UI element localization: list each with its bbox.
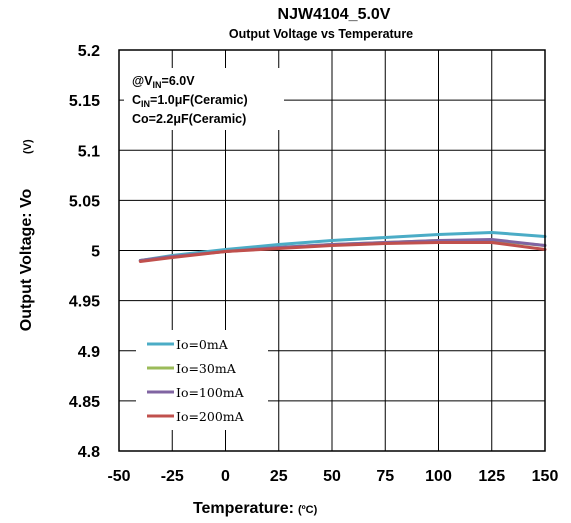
annotation-co: Co=2.2μF(Ceramic) xyxy=(132,112,246,126)
annotation-background xyxy=(124,68,284,130)
y-tick-labels: 5.2 5.15 5.1 5.05 5 4.95 4.9 4.85 4.8 xyxy=(69,43,100,461)
grid xyxy=(119,50,545,451)
x-tick-label: 50 xyxy=(323,468,341,485)
x-tick-label: -25 xyxy=(161,468,184,485)
y-axis-title-group: Output Voltage: Vo (V) xyxy=(18,139,35,331)
y-tick-label: 4.8 xyxy=(78,444,100,461)
legend-label: Io=30mA xyxy=(176,361,237,376)
chart-title: NJW4104_5.0V xyxy=(278,6,391,23)
x-tick-label: 125 xyxy=(478,468,505,485)
y-tick-label: 5.05 xyxy=(69,193,100,210)
y-tick-label: 4.95 xyxy=(69,294,100,311)
y-tick-label: 4.9 xyxy=(78,344,100,361)
x-tick-label: 75 xyxy=(376,468,394,485)
y-axis-title: Output Voltage: Vo xyxy=(18,189,35,332)
x-tick-label: 25 xyxy=(270,468,288,485)
chart-subtitle: Output Voltage vs Temperature xyxy=(229,27,413,41)
x-tick-label: -50 xyxy=(107,468,130,485)
x-axis-unit: (ºC) xyxy=(298,504,318,516)
x-axis-title: Temperature: xyxy=(193,500,294,517)
legend-background xyxy=(136,330,268,430)
y-tick-label: 5.2 xyxy=(78,43,100,60)
plot-frame xyxy=(118,49,546,452)
legend-label: Io=0mA xyxy=(176,337,229,352)
x-tick-label: 0 xyxy=(221,468,230,485)
x-tick-label: 100 xyxy=(425,468,452,485)
legend-label: Io=100mA xyxy=(176,385,245,400)
legend-label: Io=200mA xyxy=(176,409,245,424)
conditions-annotation: @VIN=6.0V CIN=1.0μF(Ceramic) Co=2.2μF(Ce… xyxy=(124,68,284,130)
x-tick-label: 150 xyxy=(532,468,559,485)
legend: Io=0mA Io=30mA Io=100mA Io=200mA xyxy=(136,330,268,430)
y-tick-label: 4.85 xyxy=(69,394,100,411)
series-line-4 xyxy=(138,241,547,263)
annotation-cin: CIN=1.0μF(Ceramic) xyxy=(132,93,248,109)
y-tick-label: 5.15 xyxy=(69,93,100,110)
y-axis-unit: (V) xyxy=(22,139,34,154)
x-tick-labels: -50 -25 0 25 50 75 100 125 150 xyxy=(107,468,558,485)
y-tick-label: 5 xyxy=(91,244,100,261)
annotation-vin: @VIN=6.0V xyxy=(132,74,195,90)
series-lines xyxy=(138,231,547,263)
y-tick-label: 5.1 xyxy=(78,143,100,160)
